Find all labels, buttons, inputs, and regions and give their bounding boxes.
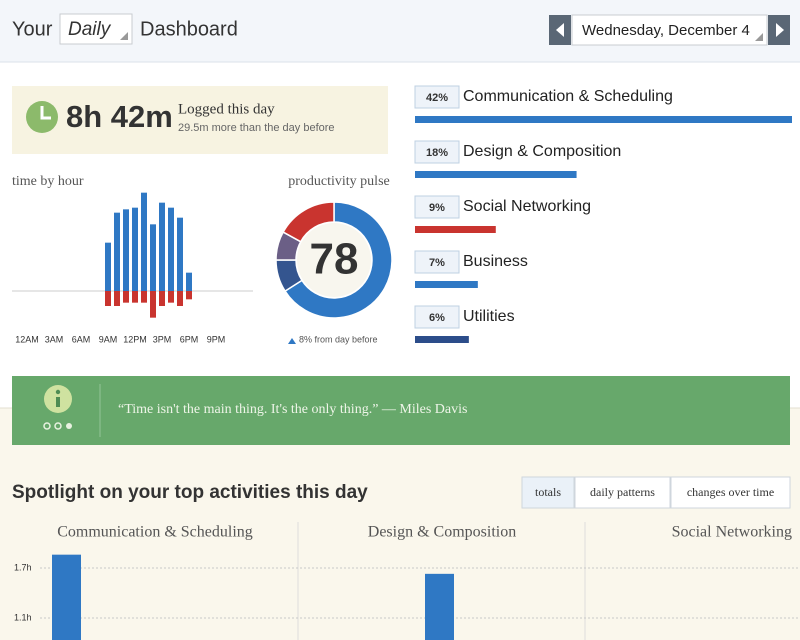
productive-bar — [168, 207, 174, 291]
clock-hands — [40, 106, 51, 120]
logged-box — [12, 86, 388, 154]
category-bar — [415, 336, 469, 343]
hour-label: 12AM — [15, 334, 39, 344]
hour-label: 9AM — [99, 334, 118, 344]
percent-box — [414, 305, 460, 329]
category-name: Social Networking — [463, 198, 591, 215]
prev-arrow — [556, 23, 564, 37]
period-label[interactable]: Daily — [68, 19, 112, 40]
y-tick-label: 1.1h — [14, 612, 32, 622]
productive-bar — [114, 212, 120, 291]
column-title: Social Networking — [672, 524, 792, 541]
pager-dot[interactable] — [43, 422, 51, 430]
tab[interactable] — [574, 476, 671, 509]
productive-bar — [123, 209, 129, 291]
logged-time: 8h 42m — [66, 99, 173, 134]
productive-bar — [186, 272, 192, 291]
pulse-score: 78 — [310, 235, 359, 284]
distracting-bar — [177, 291, 183, 306]
category-name: Business — [463, 253, 528, 270]
productive-bar — [141, 192, 147, 291]
category-name: Communication & Scheduling — [463, 88, 673, 105]
category-bar — [415, 281, 478, 288]
percent-label: 18% — [426, 147, 448, 159]
productive-bar — [132, 207, 138, 291]
category-bar — [415, 171, 577, 178]
pulse-title: productivity pulse — [288, 174, 390, 189]
logged-comparison: 29.5m more than the day before — [178, 122, 335, 134]
column-title: Communication & Scheduling — [57, 524, 253, 541]
quote-banner — [12, 376, 790, 445]
info-dot — [55, 389, 61, 395]
pulse-segment — [282, 201, 335, 243]
percent-label: 7% — [429, 257, 445, 269]
pulse-center — [297, 223, 371, 297]
distracting-bar — [105, 291, 111, 306]
percent-box — [414, 140, 460, 164]
up-arrow — [288, 338, 296, 344]
distracting-bar — [123, 291, 129, 303]
date-box — [571, 14, 768, 46]
category-bar — [415, 226, 496, 233]
category-name: Design & Composition — [463, 143, 621, 160]
distracting-bar — [186, 291, 192, 300]
distracting-bar — [159, 291, 165, 306]
productive-bar — [150, 224, 156, 291]
spotlight-bar — [425, 573, 454, 640]
spotlight-bar — [52, 554, 81, 640]
percent-label: 9% — [429, 202, 445, 214]
distracting-bar — [132, 291, 138, 303]
tab-label[interactable]: daily patterns — [590, 485, 655, 499]
productive-bar — [159, 202, 165, 291]
info-stem — [56, 397, 60, 407]
hour-label: 6AM — [72, 334, 91, 344]
hour-label: 3PM — [153, 334, 172, 344]
distracting-bar — [168, 291, 174, 303]
tab-label[interactable]: changes over time — [687, 485, 774, 499]
column-title: Design & Composition — [368, 524, 516, 541]
distracting-bar — [114, 291, 120, 306]
hour-label: 12PM — [123, 334, 147, 344]
pulse-change: 8% from day before — [299, 334, 378, 344]
quote-text: “Time isn't the main thing. It's the onl… — [118, 402, 467, 417]
category-name: Utilities — [463, 308, 515, 325]
pulse-segment — [283, 201, 393, 319]
spotlight-title: Spotlight on your top activities this da… — [12, 482, 368, 503]
date-label: Wednesday, December 4 — [582, 22, 750, 39]
tab-label[interactable]: totals — [535, 485, 561, 499]
distracting-bar — [141, 291, 147, 303]
header-prefix: Your — [12, 18, 53, 40]
percent-box — [414, 85, 460, 109]
hour-label: 3AM — [45, 334, 64, 344]
hour-label: 6PM — [180, 334, 199, 344]
percent-box — [414, 195, 460, 219]
period-dropdown[interactable] — [59, 13, 133, 45]
y-tick-label: 1.7h — [14, 562, 32, 572]
lower-bg — [0, 408, 800, 640]
dropdown-caret — [120, 32, 128, 40]
header-suffix: Dashboard — [140, 18, 238, 40]
productive-bar — [105, 242, 111, 291]
pager-dot[interactable] — [66, 423, 72, 429]
next-arrow — [776, 23, 784, 37]
category-bar — [415, 116, 792, 123]
productive-bar — [177, 217, 183, 291]
date-caret — [755, 33, 763, 41]
logged-label: Logged this day — [178, 101, 275, 117]
hour-chart-title: time by hour — [12, 174, 84, 189]
percent-label: 6% — [429, 312, 445, 324]
pager-dot[interactable] — [54, 422, 62, 430]
percent-box — [414, 250, 460, 274]
percent-label: 42% — [426, 92, 448, 104]
distracting-bar — [150, 291, 156, 318]
tab[interactable] — [670, 476, 791, 509]
tab[interactable] — [521, 476, 575, 509]
hour-label: 9PM — [207, 334, 226, 344]
